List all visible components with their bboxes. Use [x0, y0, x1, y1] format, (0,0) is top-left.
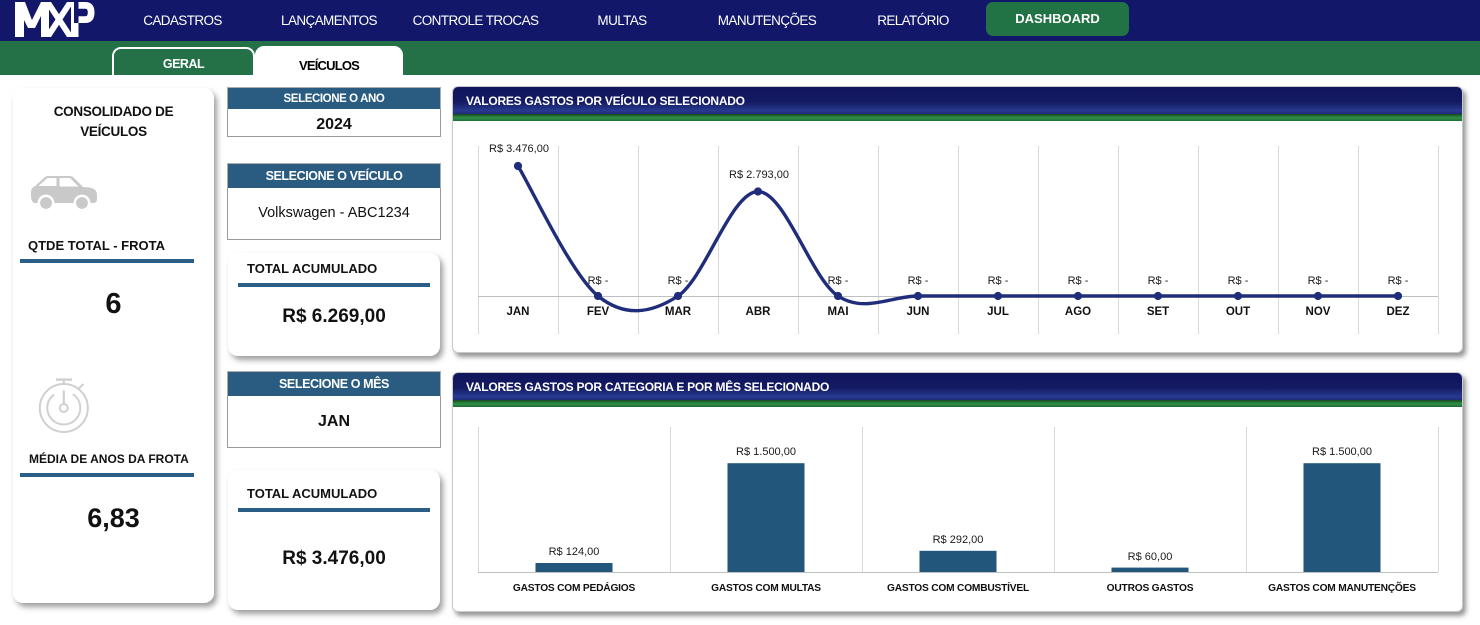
svg-text:R$ -: R$ -	[908, 275, 929, 287]
svg-text:OUT: OUT	[1226, 306, 1250, 318]
svg-text:R$ 60,00: R$ 60,00	[1128, 551, 1173, 563]
svg-text:DEZ: DEZ	[1387, 306, 1410, 318]
svg-text:ABR: ABR	[746, 306, 772, 318]
svg-text:R$ -: R$ -	[828, 275, 849, 287]
svg-text:JUL: JUL	[987, 306, 1009, 318]
svg-text:MAI: MAI	[827, 306, 848, 318]
svg-text:R$ -: R$ -	[668, 275, 689, 287]
svg-text:GASTOS COM COMBUSTÍVEL: GASTOS COM COMBUSTÍVEL	[887, 581, 1029, 594]
svg-text:FEV: FEV	[587, 306, 610, 318]
svg-text:JUN: JUN	[906, 306, 929, 318]
svg-text:MAR: MAR	[665, 306, 692, 318]
svg-text:R$ 1.500,00: R$ 1.500,00	[1312, 446, 1372, 458]
svg-text:AGO: AGO	[1065, 306, 1091, 318]
svg-text:R$ -: R$ -	[1068, 275, 1089, 287]
svg-text:R$ -: R$ -	[1148, 275, 1169, 287]
svg-text:NOV: NOV	[1306, 306, 1331, 318]
svg-text:R$ -: R$ -	[1228, 275, 1249, 287]
svg-text:OUTROS GASTOS: OUTROS GASTOS	[1107, 583, 1194, 594]
svg-text:GASTOS COM MULTAS: GASTOS COM MULTAS	[711, 583, 821, 594]
svg-text:GASTOS COM MANUTENÇÕES: GASTOS COM MANUTENÇÕES	[1268, 581, 1416, 594]
svg-text:R$ 2.793,00: R$ 2.793,00	[729, 169, 789, 181]
svg-text:R$ 3.476,00: R$ 3.476,00	[489, 143, 549, 155]
svg-text:R$ -: R$ -	[1388, 275, 1409, 287]
svg-text:R$ -: R$ -	[988, 275, 1009, 287]
svg-text:JAN: JAN	[506, 306, 529, 318]
svg-text:SET: SET	[1147, 306, 1169, 318]
svg-text:R$ 292,00: R$ 292,00	[933, 534, 984, 546]
svg-text:R$ 124,00: R$ 124,00	[549, 546, 600, 558]
svg-text:R$ 1.500,00: R$ 1.500,00	[736, 446, 796, 458]
svg-text:R$ -: R$ -	[588, 275, 609, 287]
svg-text:R$ -: R$ -	[1308, 275, 1329, 287]
svg-text:GASTOS COM PEDÁGIOS: GASTOS COM PEDÁGIOS	[513, 581, 636, 594]
